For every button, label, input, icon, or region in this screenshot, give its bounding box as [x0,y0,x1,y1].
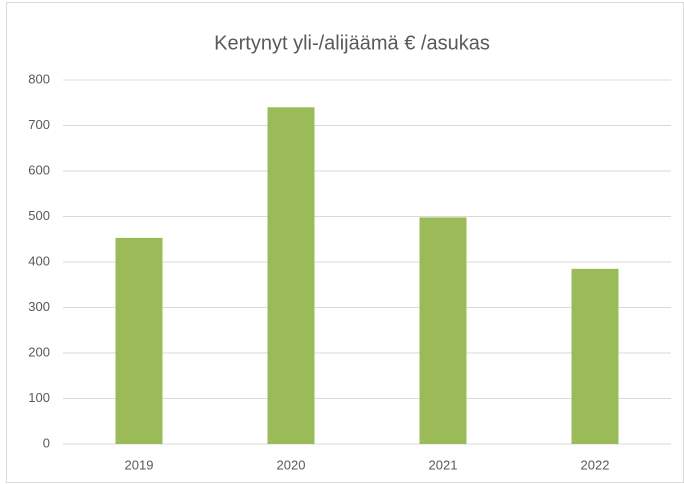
y-tick-label: 500 [28,208,50,223]
x-tick-label: 2020 [277,457,306,472]
bar [419,217,467,444]
bar [571,268,619,444]
y-tick-label: 300 [28,299,50,314]
bar [267,107,315,445]
y-tick-label: 700 [28,117,50,132]
bar [115,237,163,444]
y-tick-label: 100 [28,390,50,405]
y-tick-label: 400 [28,253,50,268]
y-tick-label: 600 [28,162,50,177]
chart-title: Kertynyt yli-/alijäämä € /asukas [214,32,490,54]
y-tick-label: 800 [28,71,50,86]
x-tick-label: 2019 [125,457,154,472]
x-tick-label: 2021 [429,457,458,472]
x-tick-label: 2022 [581,457,610,472]
y-tick-label: 0 [43,435,50,450]
y-tick-label: 200 [28,344,50,359]
